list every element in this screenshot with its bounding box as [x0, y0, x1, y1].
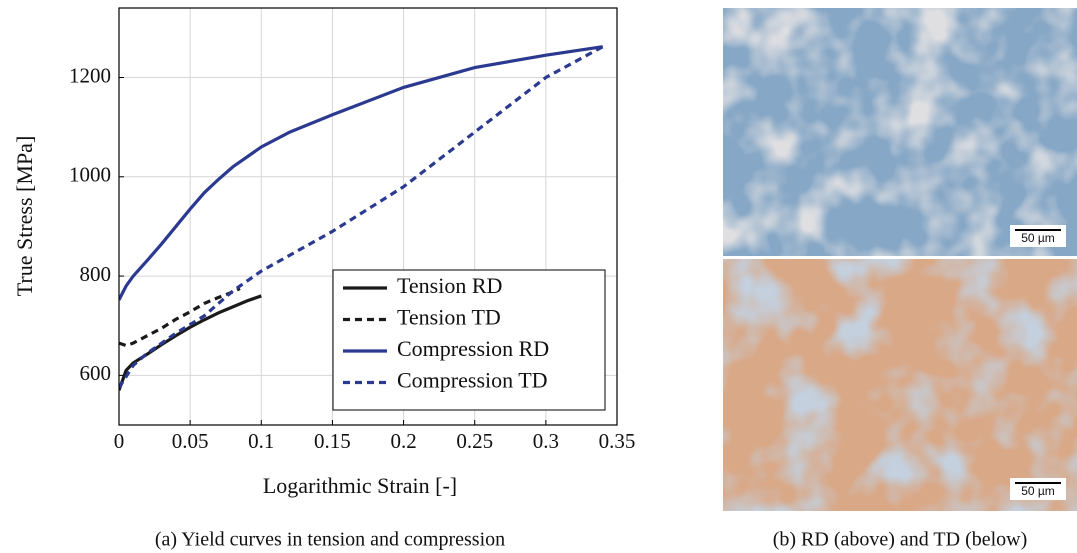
legend-label: Tension TD	[397, 305, 501, 330]
micrograph-rd: 50 µm	[723, 8, 1077, 256]
x-tick-label: 0.3	[533, 429, 559, 453]
x-tick-label: 0.35	[599, 429, 636, 453]
y-tick-label: 1200	[69, 63, 111, 87]
y-tick-label: 800	[80, 262, 112, 286]
legend-label: Compression TD	[397, 368, 548, 393]
micrograph-td: 50 µm	[723, 259, 1077, 511]
x-tick-label: 0	[114, 429, 125, 453]
y-axis-title: True Stress [MPa]	[12, 136, 37, 297]
scale-bar-label: 50 µm	[1021, 231, 1055, 245]
caption: (a) Yield curves in tension and compress…	[155, 529, 505, 551]
y-tick-label: 600	[80, 361, 112, 385]
plot-frame	[118, 7, 618, 426]
x-tick-label: 0.2	[390, 429, 416, 453]
series-line	[119, 287, 241, 348]
x-tick-label: 0.05	[172, 429, 209, 453]
legend-box	[332, 269, 606, 411]
legend-label: Tension RD	[397, 273, 502, 298]
series-line	[119, 45, 604, 301]
y-tick-label: 1000	[69, 163, 111, 187]
caption: (b) RD (above) and TD (below)	[773, 529, 1028, 551]
x-tick-label: 0.1	[248, 429, 274, 453]
legend-label: Compression RD	[397, 336, 549, 361]
series-line	[119, 45, 604, 389]
scale-bar-label: 50 µm	[1021, 484, 1055, 498]
x-axis-title: Logarithmic Strain [-]	[263, 473, 457, 498]
x-tick-label: 0.15	[314, 429, 351, 453]
x-tick-label: 0.25	[456, 429, 493, 453]
series-line	[119, 294, 262, 391]
